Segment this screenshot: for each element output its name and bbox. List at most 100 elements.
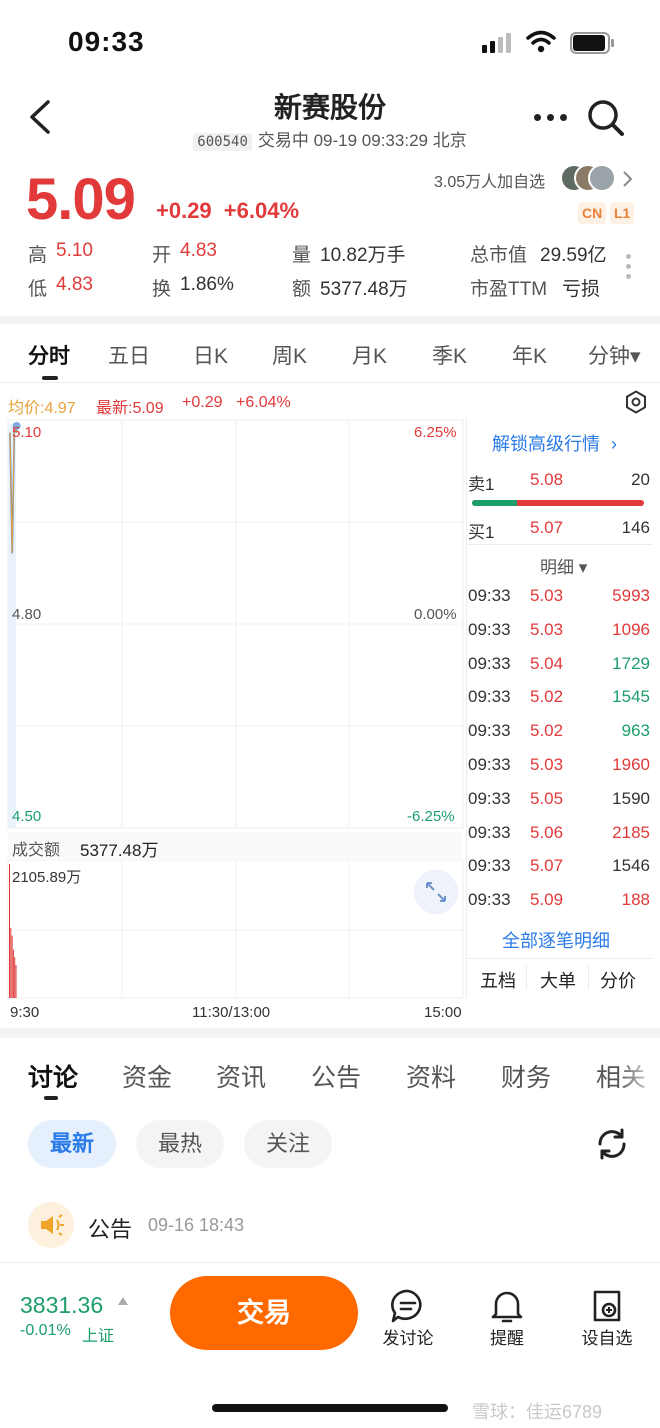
tab-minute-k[interactable]: 分钟▾ [588, 345, 641, 368]
announcement-icon-wrap [28, 1202, 74, 1248]
avatar [588, 164, 616, 192]
tick-time: 09:33 [468, 586, 511, 605]
time-end: 15:00 [424, 1004, 462, 1021]
index-change: -0.01% [20, 1322, 71, 1339]
filter-latest[interactable]: 最新 [28, 1120, 116, 1168]
turnover-value: 1.86% [180, 274, 234, 295]
chevron-right-icon: › [611, 434, 618, 454]
change-percent: +6.04% [223, 198, 300, 223]
speaker-icon [41, 1214, 64, 1236]
tick-time: 09:33 [468, 890, 511, 910]
tick-volume: 963 [621, 721, 650, 741]
post-discussion-label[interactable]: 发讨论 [382, 1329, 434, 1348]
volume-total: 5377.48万 [80, 841, 159, 860]
bid-price: 5.07 [530, 518, 564, 537]
settings-icon[interactable] [624, 390, 648, 414]
latest-point [12, 422, 21, 430]
bid-volume: 146 [621, 518, 650, 537]
add-watchlist-icon[interactable] [587, 1286, 627, 1326]
subtab-price-dist[interactable]: 分价 [600, 971, 636, 991]
stock-subtitle: 600540 交易中 09-19 09:33:29 北京 [0, 126, 660, 151]
tick-volume: 1546 [612, 856, 650, 876]
volume-bar [11, 935, 13, 998]
tabs-divider [0, 382, 660, 383]
filter-following[interactable]: 关注 [244, 1120, 332, 1168]
detail-dropdown[interactable]: 明细 ▾ [540, 558, 588, 577]
tab-intraday[interactable]: 分时 [28, 345, 70, 368]
follower-avatars[interactable] [560, 164, 616, 192]
tick-price: 5.07 [530, 856, 564, 876]
bell-icon[interactable] [487, 1286, 527, 1326]
more-stats-icon[interactable] [626, 254, 632, 280]
last-price: 5.09 [26, 167, 136, 232]
axis-bottom-price: 4.50 [12, 808, 42, 825]
tab-discussion[interactable]: 讨论 [28, 1064, 79, 1092]
price-change: +0.29 +6.04% [156, 198, 299, 224]
tab-quarterly-k[interactable]: 季K [432, 345, 468, 368]
amount-value: 5377.48万 [320, 279, 408, 300]
tick-volume: 188 [621, 890, 650, 910]
change-pct-legend: +6.04% [236, 394, 291, 411]
unlock-label: 解锁高级行情 [492, 434, 600, 454]
turnover-label: 换 [152, 279, 172, 300]
tab-news[interactable]: 资讯 [216, 1064, 267, 1092]
expand-chart-button[interactable] [414, 870, 458, 914]
tab-funds[interactable]: 资金 [122, 1064, 173, 1092]
chevron-right-icon[interactable] [621, 170, 635, 188]
index-name: 上证 [82, 1328, 115, 1345]
tick-price: 5.03 [530, 755, 564, 774]
subtab-five-levels[interactable]: 五档 [480, 971, 516, 991]
index-value[interactable]: 3831.36 [20, 1292, 104, 1318]
tab-yearly-k[interactable]: 年K [512, 345, 548, 368]
add-watchlist-label[interactable]: 设自选 [581, 1329, 633, 1348]
tick-volume: 1729 [612, 653, 650, 673]
tab-profile[interactable]: 资料 [406, 1064, 457, 1092]
time-mid: 11:30/13:00 [192, 1004, 271, 1021]
tick-price: 5.03 [530, 619, 564, 639]
pe-value: 亏损 [562, 279, 601, 300]
tab-announcements[interactable]: 公告 [311, 1064, 362, 1092]
high-value: 5.10 [56, 240, 93, 261]
post-discussion-icon[interactable] [388, 1286, 428, 1326]
search-icon[interactable] [586, 98, 626, 138]
alert-label[interactable]: 提醒 [490, 1329, 524, 1348]
followers-count[interactable]: 3.05万人加自选 [434, 174, 546, 191]
axis-mid-pct: 0.00% [414, 606, 457, 623]
section-divider [0, 316, 660, 324]
tab-five-day[interactable]: 五日 [108, 345, 150, 368]
volume-bar [14, 957, 16, 998]
volume-bar [9, 864, 10, 998]
tick-volume: 5993 [612, 586, 650, 605]
subtab-big-orders[interactable]: 大单 [540, 971, 576, 991]
avg-price-legend: 均价:4.97 [8, 400, 76, 417]
tab-monthly-k[interactable]: 月K [352, 345, 388, 368]
tab-financials[interactable]: 财务 [501, 1064, 552, 1092]
tick-price: 5.02 [530, 687, 564, 707]
bid-label: 买1 [468, 523, 495, 542]
refresh-icon[interactable] [594, 1126, 630, 1162]
signal-icon [482, 33, 516, 53]
back-icon[interactable] [26, 98, 54, 136]
ask-volume: 20 [631, 470, 650, 489]
trading-status: 交易中 09-19 09:33:29 北京 [257, 131, 467, 150]
trade-button[interactable]: 交易 [170, 1276, 358, 1350]
tick-time: 09:33 [468, 721, 511, 741]
more-icon[interactable] [534, 114, 568, 122]
axis-top-pct: 6.25% [414, 424, 457, 441]
volume-label [8, 832, 462, 860]
axis-top-price: 5.10 [12, 424, 42, 441]
announcement-label[interactable]: 公告 [88, 1217, 133, 1242]
volume-value: 10.82万手 [320, 245, 406, 266]
low-label: 低 [28, 279, 48, 300]
status-time: 09:33 [68, 26, 145, 57]
tick-price: 5.09 [530, 890, 564, 910]
latest-price-legend: 最新:5.09 [96, 400, 164, 417]
unlock-advanced-quotes[interactable]: 解锁高级行情 › [492, 430, 617, 456]
tab-weekly-k[interactable]: 周K [272, 345, 308, 368]
tab-daily-k[interactable]: 日K [193, 345, 229, 368]
all-ticks-link[interactable]: 全部逐笔明细 [502, 931, 610, 951]
tick-time: 09:33 [468, 619, 511, 639]
filter-hot[interactable]: 最热 [136, 1120, 224, 1168]
volume-bar [15, 964, 17, 998]
intraday-chart[interactable] [0, 418, 466, 1000]
